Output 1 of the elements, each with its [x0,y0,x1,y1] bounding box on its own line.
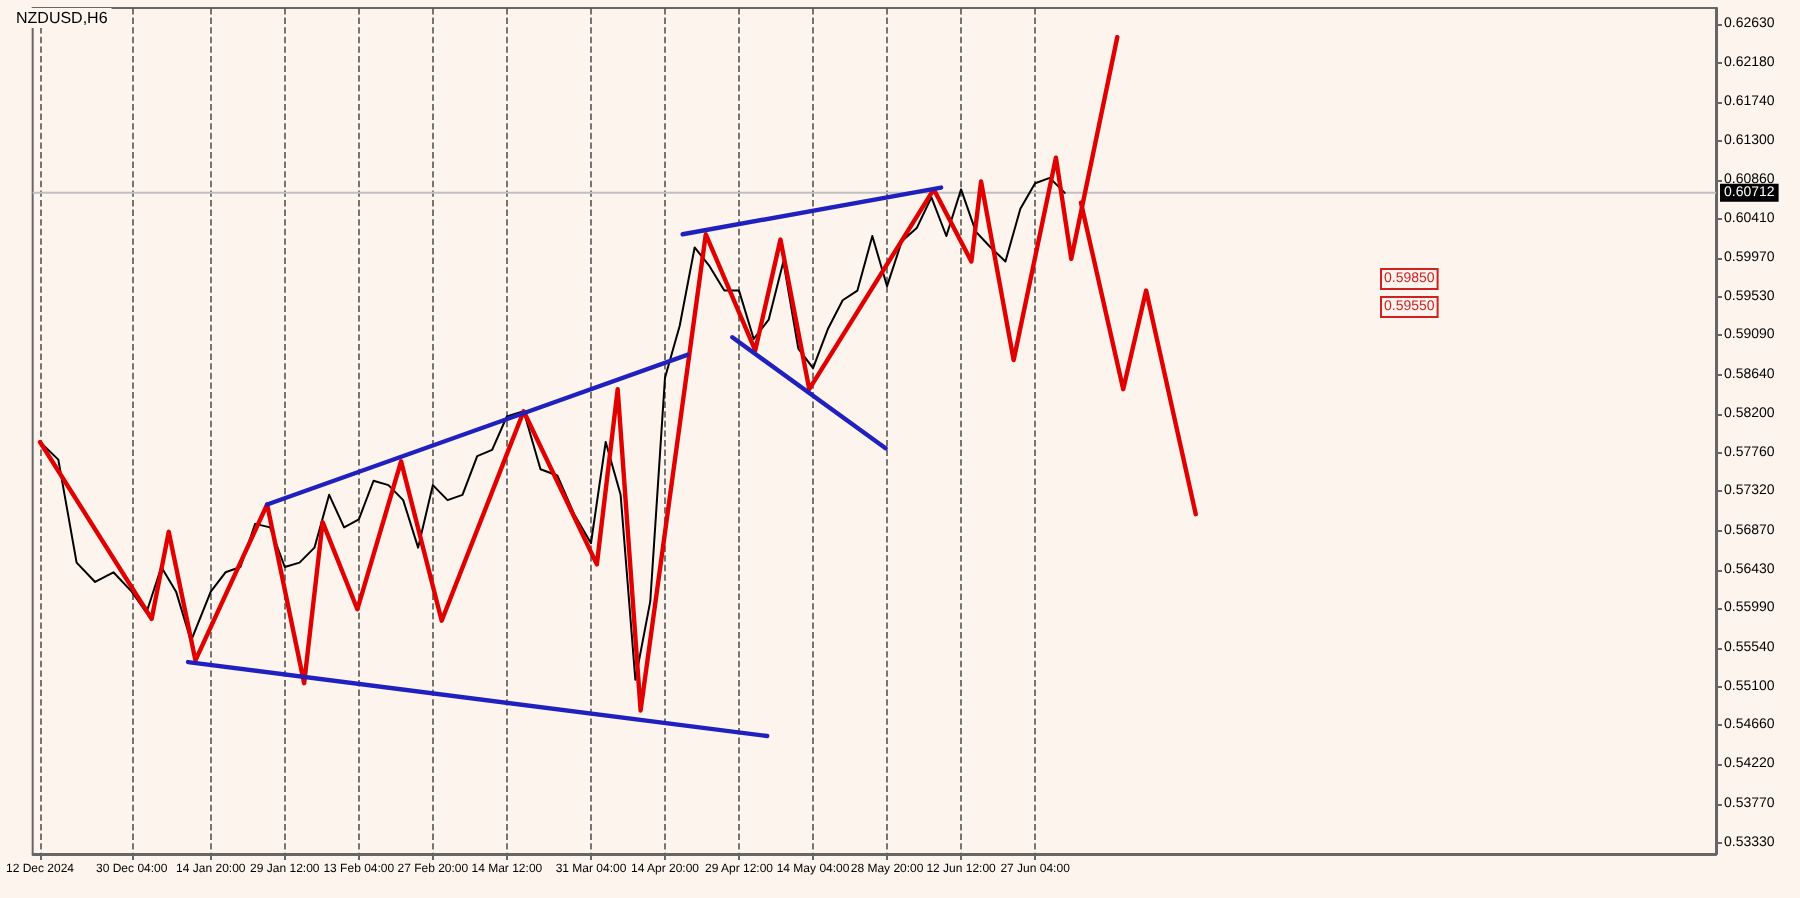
chart-title: NZDUSD,H6 [16,9,109,27]
